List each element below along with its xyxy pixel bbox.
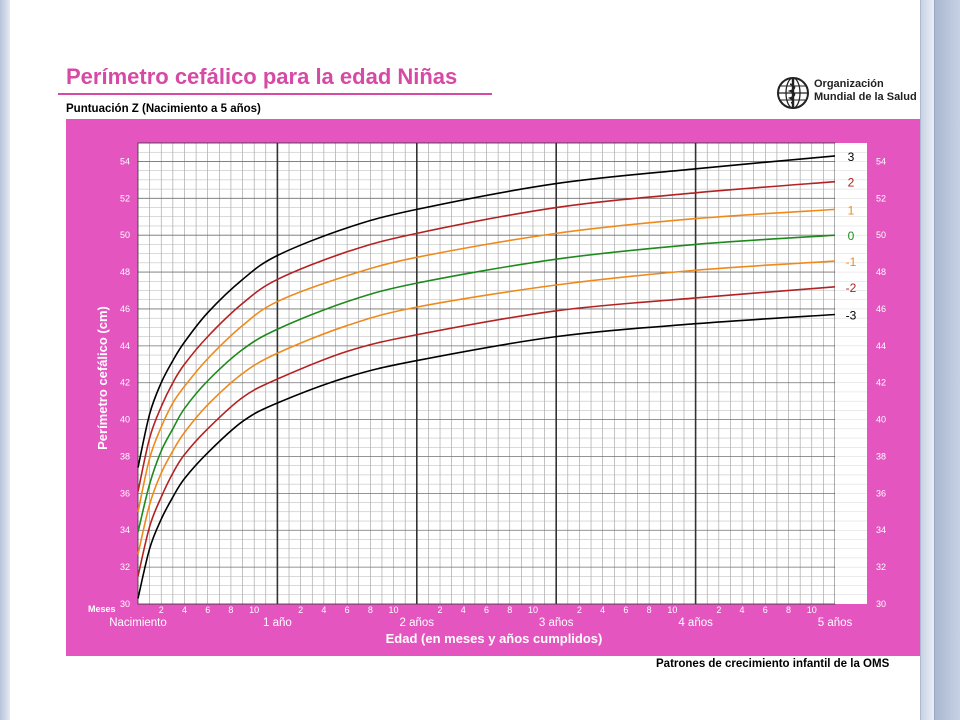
- x-month-tick-label: 8: [786, 605, 791, 615]
- x-month-tick-label: 6: [763, 605, 768, 615]
- y-tick-label-left: 30: [120, 599, 130, 609]
- series-label-z-3: -3: [846, 308, 857, 322]
- x-month-tick-label: 8: [647, 605, 652, 615]
- series-line-z1: [137, 208, 836, 512]
- y-tick-label-right: 46: [876, 304, 886, 314]
- y-tick-label-right: 48: [876, 267, 886, 277]
- x-month-tick-label: 4: [461, 605, 466, 615]
- x-month-tick-label: 4: [182, 605, 187, 615]
- x-month-tick-label: 6: [205, 605, 210, 615]
- y-tick-label-right: 52: [876, 193, 886, 203]
- x-month-tick-label: 2: [298, 605, 303, 615]
- y-tick-label-right: 38: [876, 451, 886, 461]
- x-year-label: 2 años: [400, 617, 435, 629]
- y-tick-label-right: 44: [876, 341, 886, 351]
- y-tick-label-left: 38: [120, 451, 130, 461]
- chart-subtitle: Puntuación Z (Nacimiento a 5 años): [66, 103, 261, 115]
- y-tick-label-right: 50: [876, 230, 886, 240]
- who-logo: Organización Mundial de la Salud: [776, 74, 917, 114]
- minor-gridlines: [138, 143, 835, 604]
- x-month-tick-label: 6: [484, 605, 489, 615]
- y-tick-labels: 30 30 32 32 34 34 36 36 38 38 40 40 42 42 44 44 46 46 48 48…: [120, 156, 886, 609]
- right-frame-edge: [934, 0, 960, 720]
- x-month-tick-label: 4: [740, 605, 745, 615]
- logo-line-1: Organización: [814, 78, 884, 90]
- y-tick-label-left: 40: [120, 415, 130, 425]
- page-title: Perímetro cefálico para la edad Niñas: [66, 64, 458, 89]
- x-axis-label: Edad (en meses y años cumplidos): [386, 631, 603, 646]
- x-month-tick-label: 10: [249, 605, 259, 615]
- series-layer: [137, 155, 836, 599]
- months-label: Meses: [88, 604, 116, 614]
- y-axis-label: Perímetro cefálico (cm): [95, 306, 110, 450]
- x-month-tick-label: 8: [368, 605, 373, 615]
- x-year-label: 3 años: [539, 617, 574, 629]
- series-line-z-1: [137, 260, 836, 555]
- x-month-tick-label: 2: [159, 605, 164, 615]
- x-month-tick-label: 2: [716, 605, 721, 615]
- x-month-tick-label: 10: [807, 605, 817, 615]
- series-line-z0: [137, 234, 836, 533]
- y-tick-label-left: 36: [120, 488, 130, 498]
- x-month-tick-label: 6: [345, 605, 350, 615]
- y-tick-label-left: 54: [120, 156, 130, 166]
- x-year-label: 1 año: [263, 617, 292, 629]
- z-score-label-box: 3 2 1 0 -1 -2 -3: [835, 143, 867, 604]
- y-tick-label-left: 50: [120, 230, 130, 240]
- y-tick-label-right: 32: [876, 562, 886, 572]
- y-tick-label-left: 52: [120, 193, 130, 203]
- footer-source: Patrones de crecimiento infantil de la O…: [656, 658, 890, 670]
- x-tick-labels: 2 4 6 8 10 2 4 6 8 10 2 4 6 8 10 2 4 6 8 10 2 4 6 8 10 Nacimiento…: [109, 605, 852, 629]
- x-month-tick-label: 2: [438, 605, 443, 615]
- y-tick-label-right: 40: [876, 415, 886, 425]
- y-tick-label-right: 54: [876, 156, 886, 166]
- x-month-tick-label: 10: [389, 605, 399, 615]
- series-label-z-1: -1: [846, 255, 857, 269]
- x-year-label: 5 años: [818, 617, 853, 629]
- x-month-tick-label: 8: [228, 605, 233, 615]
- title-underline: [58, 93, 492, 95]
- y-tick-label-left: 46: [120, 304, 130, 314]
- series-label-z-2: -2: [846, 281, 857, 295]
- right-frame-border: [920, 0, 935, 720]
- major-gridlines: [276, 143, 697, 604]
- series-label-z2: 2: [848, 176, 855, 190]
- x-month-tick-label: 10: [528, 605, 538, 615]
- x-month-tick-label: 4: [600, 605, 605, 615]
- series-line-z2: [137, 180, 836, 492]
- x-month-tick-label: 2: [577, 605, 582, 615]
- series-label-z3: 3: [848, 150, 855, 164]
- y-tick-label-right: 42: [876, 378, 886, 388]
- series-line-z3: [137, 155, 836, 468]
- y-tick-label-right: 36: [876, 488, 886, 498]
- x-month-tick-label: 4: [321, 605, 326, 615]
- who-emblem-icon: [777, 77, 809, 109]
- x-month-tick-label: 8: [507, 605, 512, 615]
- y-tick-label-left: 32: [120, 562, 130, 572]
- logo-line-2: Mundial de la Salud: [814, 91, 917, 103]
- series-line-z-2: [137, 286, 836, 577]
- y-tick-label-right: 34: [876, 525, 886, 535]
- y-tick-label-left: 44: [120, 341, 130, 351]
- series-line-z-3: [137, 313, 836, 599]
- left-frame-border: [0, 0, 10, 720]
- x-year-label: Nacimiento: [109, 617, 167, 629]
- y-tick-label-left: 48: [120, 267, 130, 277]
- series-label-z0: 0: [848, 229, 855, 243]
- y-tick-label-left: 34: [120, 525, 130, 535]
- x-year-label: 4 años: [678, 617, 713, 629]
- y-tick-label-right: 30: [876, 599, 886, 609]
- x-month-tick-label: 10: [667, 605, 677, 615]
- x-month-tick-label: 6: [623, 605, 628, 615]
- series-label-z1: 1: [848, 203, 855, 217]
- y-tick-label-left: 42: [120, 378, 130, 388]
